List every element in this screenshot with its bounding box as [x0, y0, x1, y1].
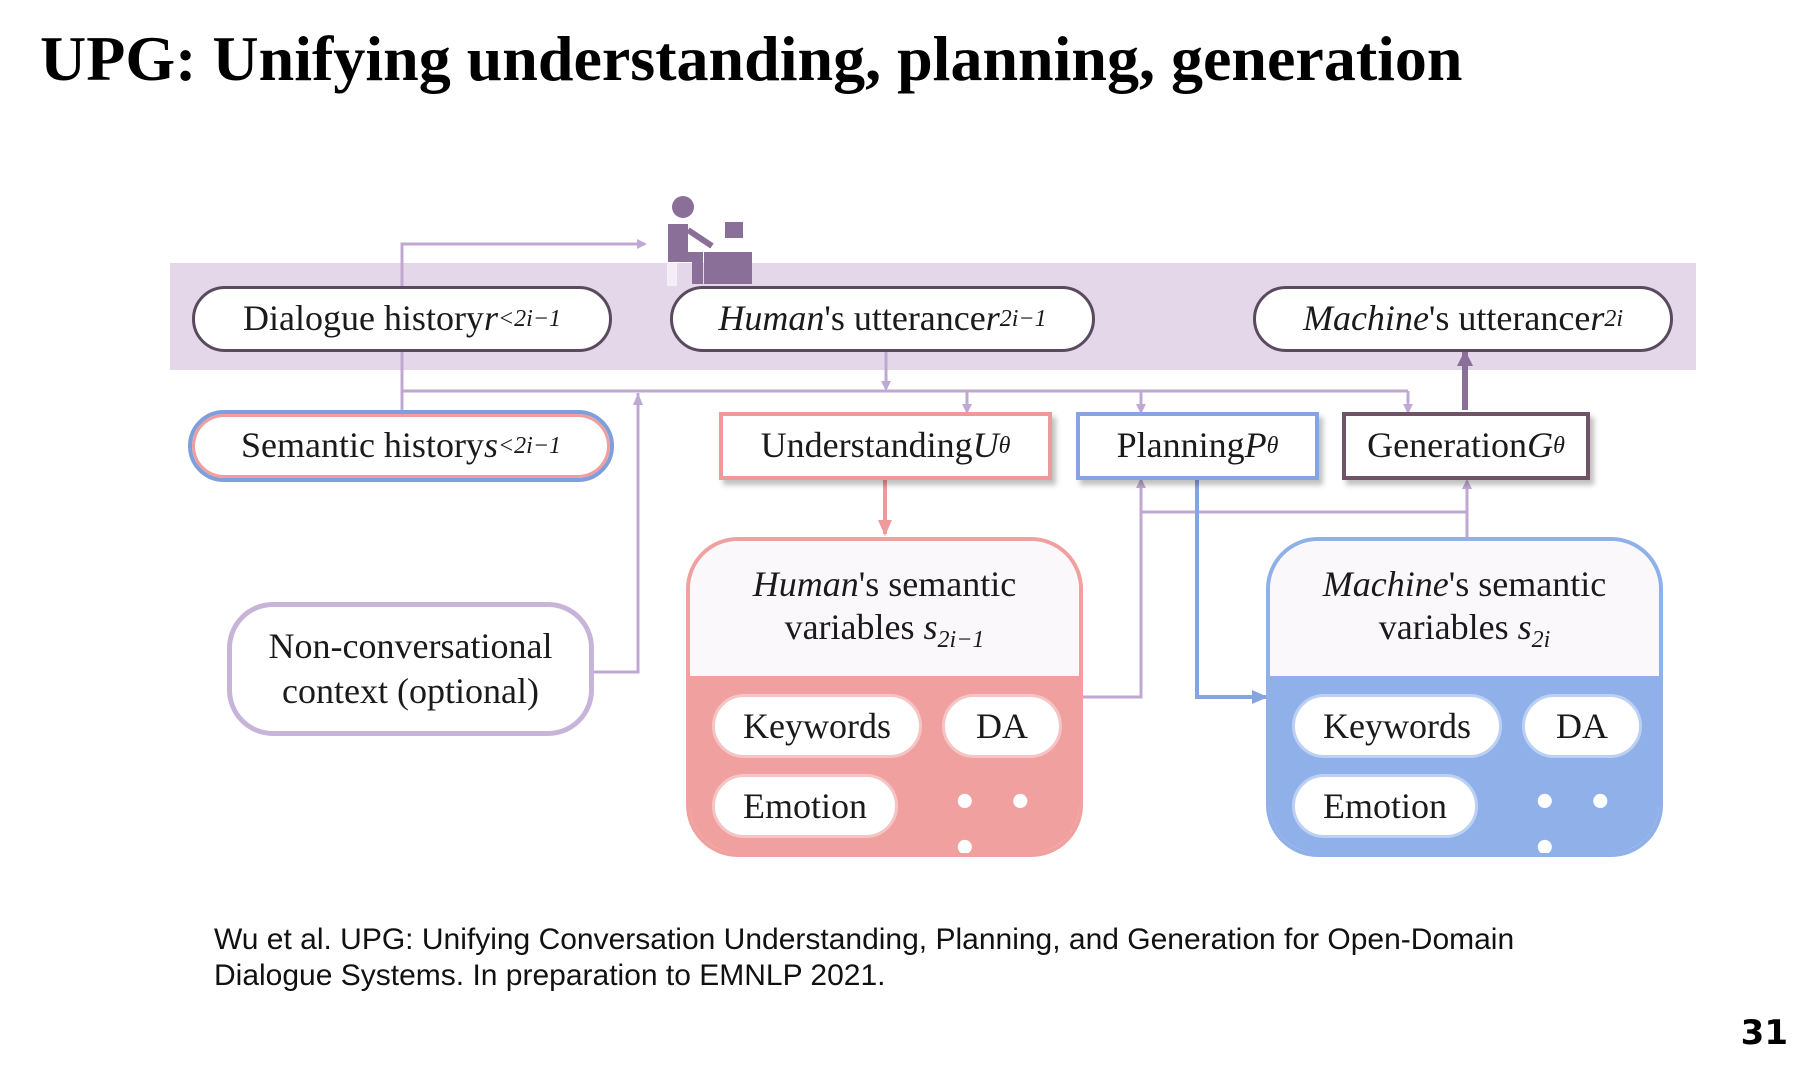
human-semantic-variables-card: Human's semantic variables s2i−1 Keyword… [686, 537, 1083, 857]
planning-label: Planning [1116, 425, 1245, 466]
human-utterance-italic: Human [718, 298, 825, 339]
machine-semantic-header: Machine's semantic variables s2i [1270, 541, 1659, 676]
machine-utterance-sub: 2i [1604, 305, 1624, 332]
citation-line2: Dialogue Systems. In preparation to EMNL… [214, 959, 886, 992]
machine-semantic-var: s [1517, 606, 1532, 647]
semantic-history-label: Semantic history [240, 425, 484, 466]
machine-semantic-line2: variables [1378, 606, 1518, 647]
context-line1: Non-conversational [268, 626, 553, 666]
dialogue-history-sub: <2i−1 [497, 305, 562, 332]
human-semantic-sub: 2i−1 [937, 626, 985, 653]
understanding-var: U [972, 425, 999, 466]
human-utterance-node: Human's utterance r 2i−1 [670, 286, 1095, 352]
machine-da-chip: DA [1522, 694, 1642, 758]
semantic-history-var: s [483, 425, 498, 466]
citation: Wu et al. UPG: Unifying Conversation Und… [214, 922, 1634, 994]
machine-utterance-label: 's utterance [1428, 298, 1591, 339]
human-da-chip: DA [942, 694, 1062, 758]
human-utterance-sub: 2i−1 [999, 305, 1047, 332]
machine-semantic-sub: 2i [1531, 626, 1551, 653]
planning-sub: θ [1266, 432, 1279, 459]
context-line2: context (optional) [282, 671, 539, 711]
dialogue-history-label: Dialogue history [242, 298, 484, 339]
human-utterance-label: 's utterance [824, 298, 986, 339]
human-utterance-var: r [985, 298, 1000, 339]
human-more-dots: • • • [952, 780, 1042, 857]
semantic-history-sub: <2i−1 [497, 432, 562, 459]
machine-utterance-italic: Machine [1302, 298, 1429, 339]
machine-semantic-italic: Machine [1322, 563, 1449, 604]
generation-var: G [1527, 425, 1554, 466]
non-conversational-context-node: Non-conversational context (optional) [227, 602, 594, 736]
machine-emotion-chip: Emotion [1292, 774, 1478, 838]
citation-line1: Wu et al. UPG: Unifying Conversation Und… [214, 923, 1515, 956]
dialogue-history-node: Dialogue history r <2i−1 [192, 286, 612, 352]
machine-more-dots: • • • [1532, 780, 1622, 857]
human-semantic-line1: 's semantic [858, 563, 1017, 604]
machine-semantic-body: Keywords DA Emotion • • • [1270, 676, 1659, 853]
slide-title: UPG: Unifying understanding, planning, g… [40, 23, 1463, 94]
semantic-history-node: Semantic history s <2i−1 [188, 410, 614, 482]
generation-label: Generation [1367, 425, 1528, 466]
person-at-computer-icon [650, 196, 752, 286]
human-keywords-chip: Keywords [712, 694, 922, 758]
human-semantic-header: Human's semantic variables s2i−1 [690, 541, 1079, 676]
machine-utterance-var: r [1590, 298, 1605, 339]
human-emotion-chip: Emotion [712, 774, 898, 838]
human-semantic-body: Keywords DA Emotion • • • [690, 676, 1079, 853]
generation-sub: θ [1553, 432, 1565, 459]
dialogue-history-var: r [483, 298, 498, 339]
planning-var: P [1244, 425, 1267, 466]
human-semantic-italic: Human [752, 563, 859, 604]
understanding-sub: θ [998, 432, 1011, 459]
human-semantic-var: s [923, 606, 938, 647]
machine-utterance-node: Machine's utterance r 2i [1253, 286, 1673, 352]
machine-semantic-line1: 's semantic [1448, 563, 1607, 604]
human-semantic-line2: variables [784, 606, 924, 647]
machine-semantic-variables-card: Machine's semantic variables s2i Keyword… [1266, 537, 1663, 857]
understanding-label: Understanding [760, 425, 973, 466]
machine-keywords-chip: Keywords [1292, 694, 1502, 758]
page-number: 31 [1740, 1013, 1788, 1053]
